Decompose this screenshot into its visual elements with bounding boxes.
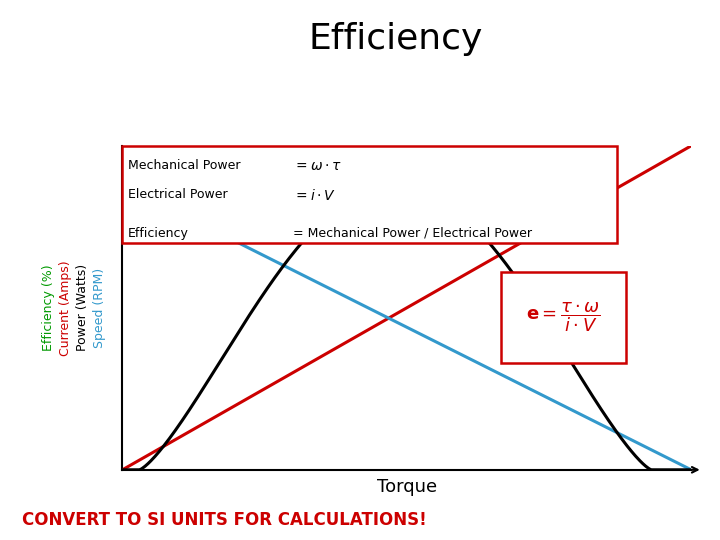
Text: Efficiency: Efficiency bbox=[309, 22, 483, 56]
Text: = Mechanical Power / Electrical Power: = Mechanical Power / Electrical Power bbox=[293, 227, 532, 240]
FancyBboxPatch shape bbox=[122, 146, 617, 243]
Text: Speed (RPM): Speed (RPM) bbox=[93, 268, 106, 348]
Text: Efficiency (%): Efficiency (%) bbox=[42, 265, 55, 351]
Text: $\mathbf{e} = \dfrac{\tau \cdot \omega}{i \cdot V}$: $\mathbf{e} = \dfrac{\tau \cdot \omega}{… bbox=[526, 301, 600, 334]
X-axis label: Torque: Torque bbox=[377, 478, 437, 496]
Text: Electrical Power: Electrical Power bbox=[128, 188, 228, 201]
Text: Current (Amps): Current (Amps) bbox=[59, 260, 72, 356]
Text: CONVERT TO SI UNITS FOR CALCULATIONS!: CONVERT TO SI UNITS FOR CALCULATIONS! bbox=[22, 511, 426, 529]
Text: $= i \cdot V$: $= i \cdot V$ bbox=[293, 188, 336, 203]
FancyBboxPatch shape bbox=[500, 272, 626, 363]
Text: Power (Watts): Power (Watts) bbox=[76, 264, 89, 352]
Text: Efficiency: Efficiency bbox=[128, 227, 189, 240]
Text: Mechanical Power: Mechanical Power bbox=[128, 159, 240, 172]
Text: $= \omega \cdot \tau$: $= \omega \cdot \tau$ bbox=[293, 159, 342, 173]
